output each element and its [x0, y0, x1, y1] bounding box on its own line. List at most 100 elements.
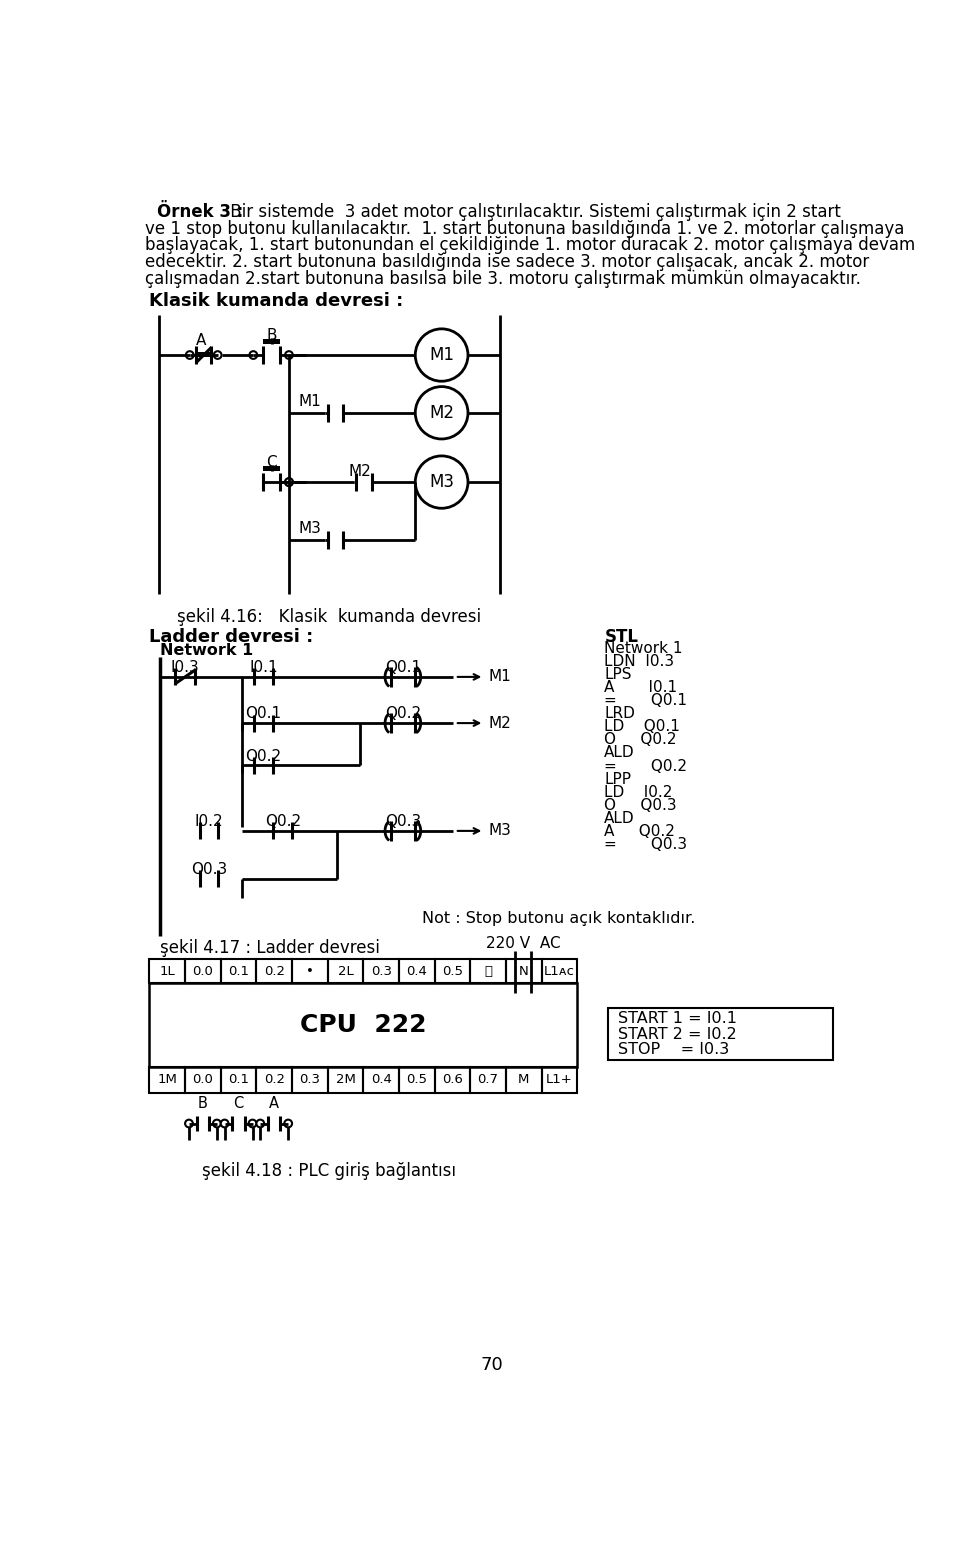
Text: O     Q0.3: O Q0.3 [605, 798, 677, 812]
Text: Klasik kumanda devresi :: Klasik kumanda devresi : [150, 292, 404, 309]
Text: CPU  222: CPU 222 [300, 1013, 426, 1036]
Bar [470, 1067, 506, 1092]
Circle shape [213, 1120, 221, 1128]
Text: 0.4: 0.4 [406, 964, 427, 978]
Text: 0.0: 0.0 [193, 964, 213, 978]
Circle shape [185, 1120, 193, 1128]
Text: ⏚: ⏚ [484, 964, 492, 978]
Text: M3: M3 [429, 473, 454, 490]
Bar [292, 1067, 327, 1092]
Text: ALD: ALD [605, 811, 635, 826]
Text: Q0.1: Q0.1 [385, 661, 420, 674]
Bar [363, 959, 399, 982]
Text: Q0.2: Q0.2 [385, 705, 420, 721]
Text: M3: M3 [299, 521, 322, 537]
Text: şekil 4.16:   Klasik  kumanda devresi: şekil 4.16: Klasik kumanda devresi [178, 608, 481, 625]
Text: Q0.3: Q0.3 [191, 862, 228, 877]
Text: M1: M1 [299, 394, 321, 410]
Circle shape [256, 1120, 264, 1128]
Text: Not : Stop butonu açık kontaklıdır.: Not : Stop butonu açık kontaklıdır. [422, 911, 696, 927]
Bar [327, 1067, 363, 1092]
Text: ve 1 stop butonu kullanılacaktır.  1. start butonuna basıldığında 1. ve 2. motor: ve 1 stop butonu kullanılacaktır. 1. sta… [145, 220, 904, 238]
Text: 0.7: 0.7 [478, 1074, 498, 1086]
Text: 0.5: 0.5 [442, 964, 463, 978]
Bar [196, 353, 211, 356]
Circle shape [250, 351, 257, 359]
Bar [221, 1067, 256, 1092]
Bar [292, 959, 327, 982]
Circle shape [285, 478, 293, 486]
Circle shape [284, 1120, 292, 1128]
Bar [327, 959, 363, 982]
Text: LD    Q0.1: LD Q0.1 [605, 719, 681, 735]
Text: =       Q0.2: = Q0.2 [605, 758, 687, 774]
Text: 70: 70 [481, 1357, 503, 1374]
Text: 0.6: 0.6 [442, 1074, 463, 1086]
Text: LPP: LPP [605, 772, 632, 786]
Text: şekil 4.18 : PLC giriş bağlantısı: şekil 4.18 : PLC giriş bağlantısı [203, 1162, 456, 1180]
Text: C: C [233, 1095, 244, 1111]
Text: Network 1: Network 1 [605, 640, 683, 656]
Bar [435, 1067, 470, 1092]
Bar [541, 959, 577, 982]
Text: Örnek 3 :: Örnek 3 : [157, 203, 244, 221]
Text: LRD: LRD [605, 705, 636, 721]
Text: LD    I0.2: LD I0.2 [605, 784, 673, 800]
Bar [221, 959, 256, 982]
Bar [185, 959, 221, 982]
Text: şekil 4.17 : Ladder devresi: şekil 4.17 : Ladder devresi [160, 939, 380, 956]
Text: =       Q0.3: = Q0.3 [605, 837, 687, 852]
Bar [609, 1009, 833, 1060]
Text: M: M [518, 1074, 530, 1086]
Text: I0.3: I0.3 [171, 661, 200, 674]
Text: M2: M2 [348, 464, 372, 478]
Circle shape [221, 1120, 228, 1128]
Bar [256, 959, 292, 982]
Text: L1ᴀᴄ: L1ᴀᴄ [544, 964, 575, 978]
Bar [470, 959, 506, 982]
Text: •: • [306, 964, 314, 978]
Text: 2L: 2L [338, 964, 353, 978]
Bar [399, 1067, 435, 1092]
Text: edecektir. 2. start butonuna basıldığında ise sadece 3. motor çalışacak, ancak 2: edecektir. 2. start butonuna basıldığınd… [145, 254, 869, 271]
Circle shape [186, 351, 194, 359]
Text: ALD: ALD [605, 746, 635, 761]
Text: 1M: 1M [157, 1074, 178, 1086]
Text: M2: M2 [429, 404, 454, 422]
Text: B: B [198, 1095, 208, 1111]
Text: M1: M1 [488, 670, 511, 684]
Text: I0.1: I0.1 [249, 661, 277, 674]
Text: 0.2: 0.2 [264, 1074, 285, 1086]
Bar [150, 1067, 185, 1092]
Bar [435, 959, 470, 982]
Text: Q0.3: Q0.3 [385, 814, 421, 829]
Text: STL: STL [605, 628, 638, 645]
Circle shape [249, 1120, 256, 1128]
Bar [150, 959, 185, 982]
Text: 0.5: 0.5 [406, 1074, 427, 1086]
Text: START 2 = I0.2: START 2 = I0.2 [617, 1027, 736, 1041]
Text: A       I0.1: A I0.1 [605, 681, 678, 695]
Text: LDN  I0.3: LDN I0.3 [605, 654, 675, 668]
Bar [506, 959, 541, 982]
Text: 0.1: 0.1 [228, 964, 249, 978]
Text: Q0.2: Q0.2 [265, 814, 300, 829]
Text: Bir sistemde  3 adet motor çalıştırılacaktır. Sistemi çalıştırmak için 2 start: Bir sistemde 3 adet motor çalıştırılacak… [225, 203, 841, 221]
Text: Network 1: Network 1 [160, 644, 253, 657]
Bar [399, 959, 435, 982]
Text: B: B [267, 328, 277, 343]
Text: Ladder devresi :: Ladder devresi : [150, 628, 314, 645]
Bar [263, 339, 280, 345]
Text: M2: M2 [488, 716, 511, 730]
Text: M3: M3 [488, 823, 511, 838]
Text: 0.1: 0.1 [228, 1074, 249, 1086]
Bar [150, 982, 577, 1067]
Text: 0.2: 0.2 [264, 964, 285, 978]
Text: başlayacak, 1. start butonundan el çekildiğinde 1. motor duracak 2. motor çalışm: başlayacak, 1. start butonundan el çekil… [145, 237, 915, 254]
Bar [363, 1067, 399, 1092]
Text: Q0.2: Q0.2 [246, 749, 281, 764]
Circle shape [285, 478, 293, 486]
Text: START 1 = I0.1: START 1 = I0.1 [617, 1012, 736, 1026]
Text: A     Q0.2: A Q0.2 [605, 825, 675, 838]
Text: 1L: 1L [159, 964, 175, 978]
